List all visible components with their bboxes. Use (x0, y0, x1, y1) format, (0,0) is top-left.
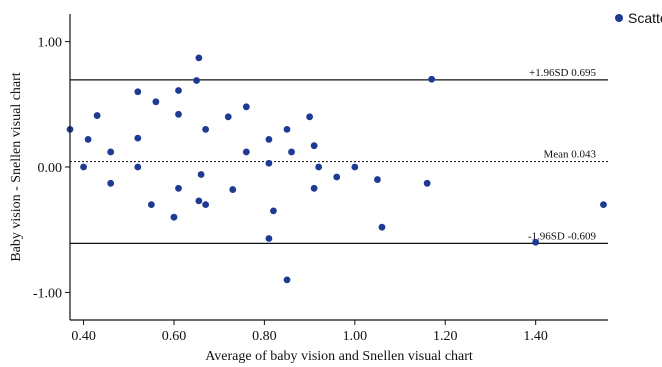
scatter-point (310, 184, 318, 192)
scatter-point (152, 98, 160, 106)
scatter-point (378, 223, 386, 231)
scatter-point (270, 207, 277, 215)
scatter-point (175, 184, 182, 192)
scatter-point (134, 134, 142, 142)
scatter-point (202, 201, 210, 209)
x-tick-label: 1.40 (523, 329, 548, 344)
scatter-point (93, 112, 101, 119)
x-axis-title: Average of baby vision and Snellen visua… (205, 349, 473, 364)
scatter-point (193, 77, 200, 84)
scatter-point (224, 113, 232, 121)
scatter-points (66, 54, 607, 284)
scatter-point (202, 125, 210, 133)
y-tick-label: 1.00 (38, 36, 63, 51)
scatter-point (265, 136, 273, 143)
scatter-point (107, 148, 115, 156)
scatter-point (195, 197, 203, 205)
scatter-point (229, 186, 237, 193)
y-axis-title: Baby vision - Snellen visual chart (9, 72, 24, 261)
scatter-point (197, 171, 205, 178)
scatter-point (265, 235, 273, 242)
legend: Scatter (615, 10, 662, 26)
y-tick-label: 0.00 (38, 161, 63, 176)
scatter-point (175, 87, 182, 94)
x-tick-label: 1.20 (433, 329, 458, 344)
reference-line-label: Mean 0.043 (543, 149, 596, 161)
scatter-point (283, 276, 291, 284)
x-tick-label: 0.40 (71, 329, 96, 344)
scatter-point (175, 110, 182, 118)
scatter-point (134, 88, 142, 96)
x-tick-label: 1.00 (343, 329, 368, 344)
scatter-point (80, 163, 87, 171)
reference-line-label: -1.96SD -0.609 (528, 230, 597, 242)
scatter-point (195, 54, 203, 62)
scatter-point (84, 136, 92, 143)
reference-lines: +1.96SD 0.695 Mean 0.043 -1.96SD -0.609 (70, 67, 608, 245)
x-tick-label: 0.60 (162, 329, 187, 344)
scatter-point (315, 163, 323, 171)
scatter-point (265, 159, 273, 167)
y-tick-label: -1.00 (33, 286, 62, 301)
scatter-point (242, 103, 250, 111)
axes: 0.40 0.60 0.80 1.00 1.20 1.40 -1.00 0.00 1.00 Ave… (9, 14, 608, 364)
scatter-point (428, 75, 436, 83)
x-tick-label: 0.80 (252, 329, 277, 344)
scatter-point (134, 163, 142, 171)
scatter-point (283, 125, 291, 133)
reference-line-label: +1.96SD 0.695 (529, 67, 597, 79)
scatter-point (374, 176, 381, 183)
legend-marker (615, 14, 623, 22)
scatter-point (600, 201, 607, 209)
scatter-point (288, 148, 295, 156)
legend-label: Scatter (628, 10, 662, 26)
scatter-point (242, 148, 250, 156)
scatter-point (306, 113, 314, 121)
scatter-point (333, 173, 341, 181)
scatter-point (351, 163, 359, 171)
scatter-point (532, 238, 540, 246)
scatter-point (107, 179, 115, 187)
scatter-point (147, 201, 155, 209)
scatter-point (423, 179, 431, 187)
scatter-point (310, 142, 318, 150)
scatter-point (170, 213, 178, 221)
